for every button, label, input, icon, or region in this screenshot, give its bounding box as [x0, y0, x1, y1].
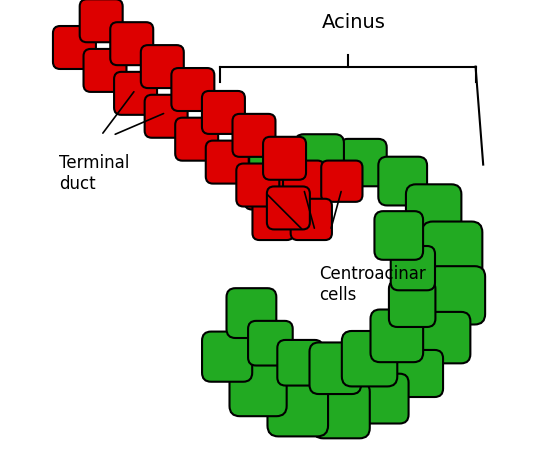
- Text: Centroacinar
cells: Centroacinar cells: [319, 265, 426, 304]
- FancyBboxPatch shape: [233, 114, 276, 157]
- Text: Acinus: Acinus: [321, 13, 385, 32]
- FancyBboxPatch shape: [422, 221, 482, 282]
- FancyBboxPatch shape: [339, 139, 387, 186]
- FancyBboxPatch shape: [229, 359, 287, 416]
- FancyBboxPatch shape: [249, 142, 305, 198]
- FancyBboxPatch shape: [378, 157, 427, 206]
- FancyBboxPatch shape: [396, 350, 443, 397]
- Text: Terminal
duct: Terminal duct: [59, 154, 130, 193]
- FancyBboxPatch shape: [406, 184, 461, 240]
- FancyBboxPatch shape: [295, 134, 344, 183]
- FancyBboxPatch shape: [419, 312, 470, 363]
- FancyBboxPatch shape: [252, 199, 294, 240]
- FancyBboxPatch shape: [248, 321, 293, 365]
- FancyBboxPatch shape: [263, 137, 306, 180]
- FancyBboxPatch shape: [389, 280, 436, 327]
- FancyBboxPatch shape: [375, 211, 423, 260]
- FancyBboxPatch shape: [202, 332, 252, 382]
- FancyBboxPatch shape: [313, 382, 370, 438]
- FancyBboxPatch shape: [371, 310, 423, 362]
- FancyBboxPatch shape: [145, 95, 188, 138]
- FancyBboxPatch shape: [283, 161, 324, 202]
- FancyBboxPatch shape: [310, 342, 361, 394]
- FancyBboxPatch shape: [202, 91, 245, 134]
- FancyBboxPatch shape: [172, 68, 214, 111]
- FancyBboxPatch shape: [427, 266, 485, 324]
- FancyBboxPatch shape: [342, 331, 397, 387]
- FancyBboxPatch shape: [290, 199, 332, 240]
- FancyBboxPatch shape: [359, 374, 409, 423]
- FancyBboxPatch shape: [114, 72, 157, 115]
- FancyBboxPatch shape: [141, 45, 184, 88]
- FancyBboxPatch shape: [53, 26, 96, 69]
- FancyBboxPatch shape: [236, 163, 279, 207]
- FancyBboxPatch shape: [84, 49, 126, 92]
- FancyBboxPatch shape: [80, 0, 123, 42]
- FancyBboxPatch shape: [110, 22, 153, 65]
- FancyBboxPatch shape: [206, 140, 249, 184]
- FancyBboxPatch shape: [267, 376, 328, 436]
- FancyBboxPatch shape: [245, 168, 286, 209]
- FancyBboxPatch shape: [227, 288, 276, 338]
- FancyBboxPatch shape: [267, 186, 310, 230]
- FancyBboxPatch shape: [277, 340, 323, 386]
- FancyBboxPatch shape: [390, 246, 435, 290]
- FancyBboxPatch shape: [321, 161, 362, 202]
- FancyBboxPatch shape: [175, 118, 218, 161]
